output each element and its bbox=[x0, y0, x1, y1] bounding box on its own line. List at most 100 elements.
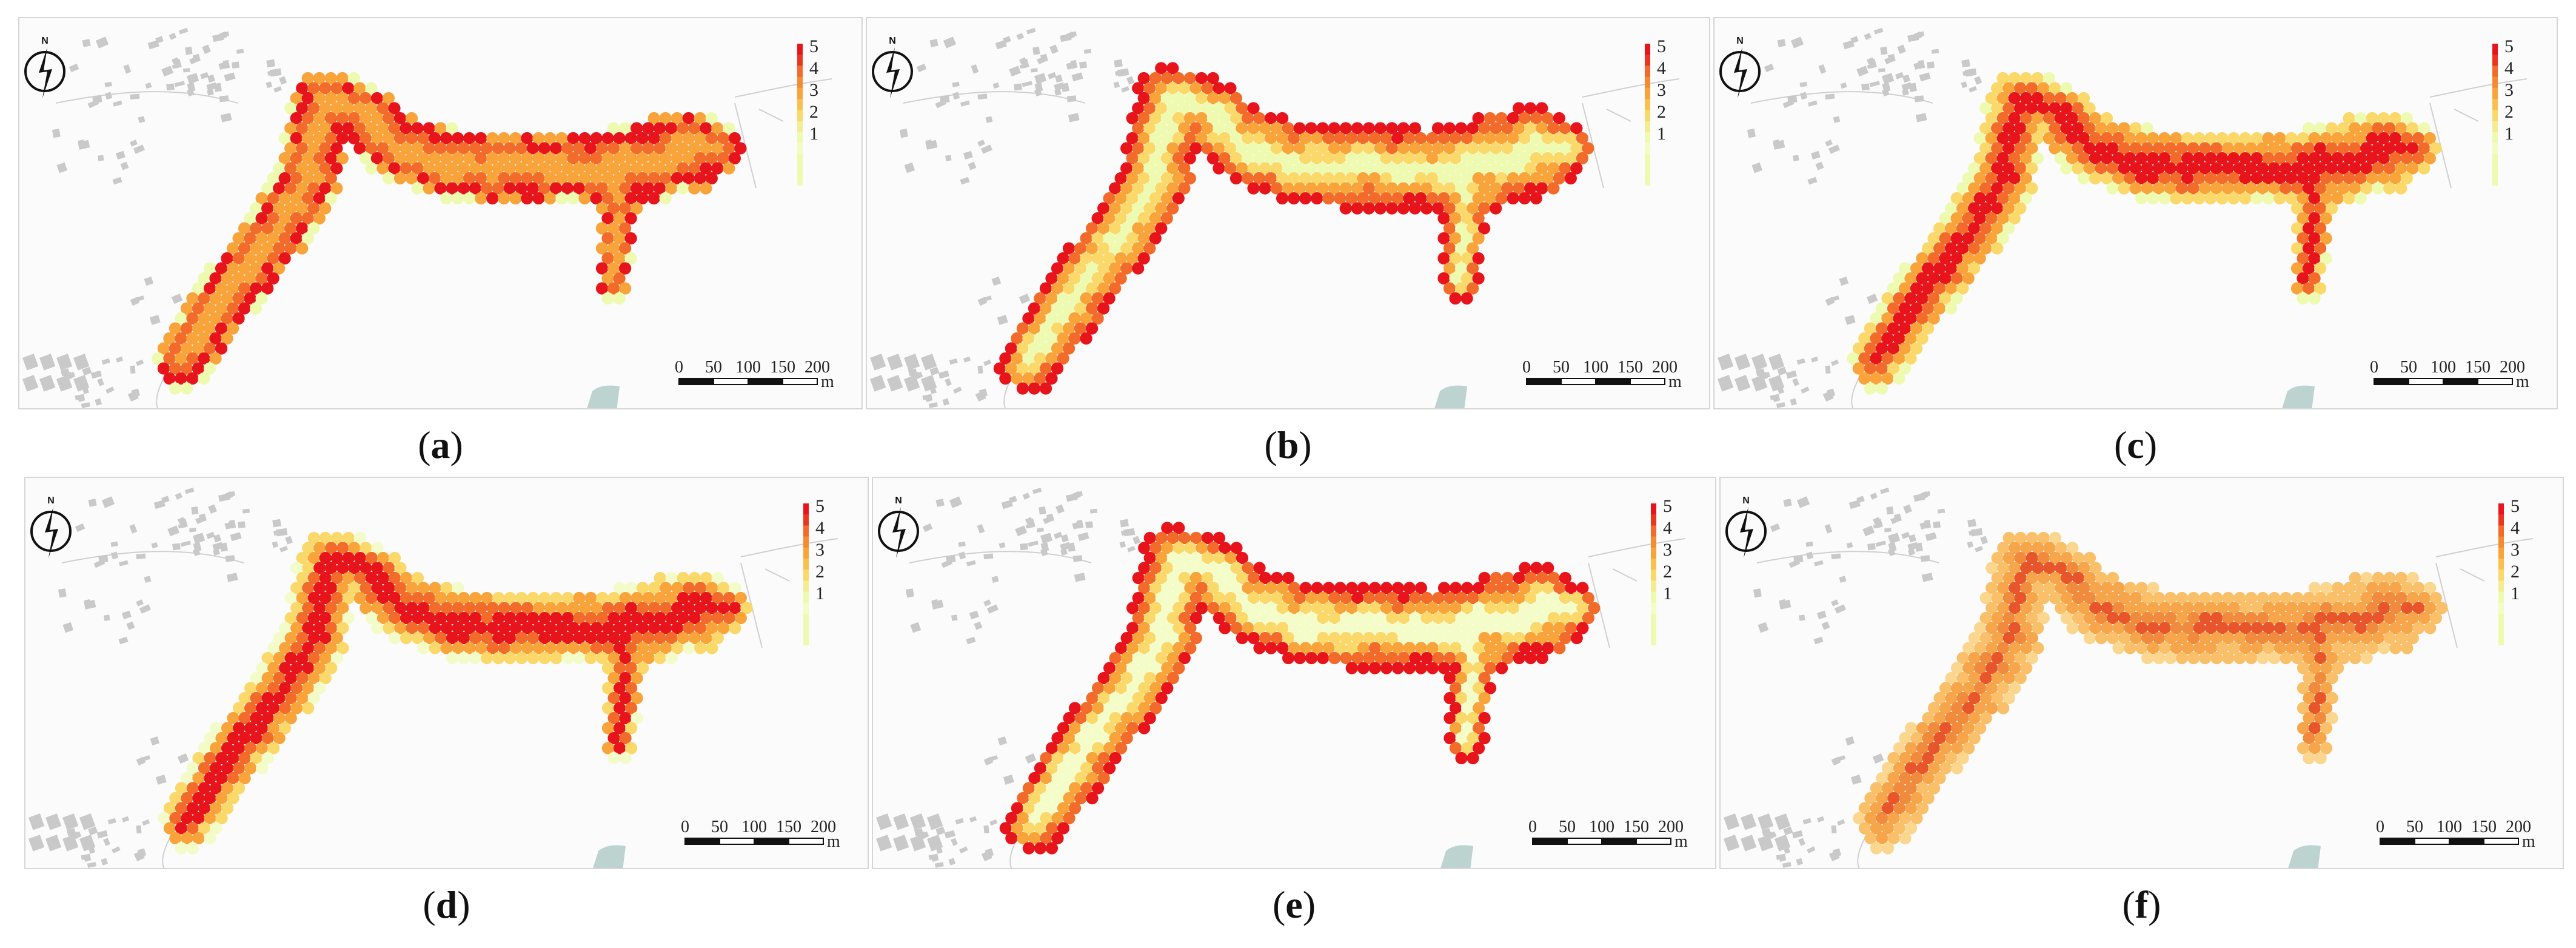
hex-cell bbox=[647, 112, 660, 125]
hex-cell bbox=[492, 142, 504, 155]
hex-cell bbox=[1160, 192, 1173, 205]
hex-cell bbox=[1173, 622, 1185, 634]
hex-cell bbox=[1109, 222, 1122, 235]
hex-cell bbox=[2233, 182, 2246, 195]
hex-cell bbox=[2204, 172, 2217, 185]
hex-cell bbox=[1443, 242, 1456, 255]
hex-cell bbox=[2297, 172, 2309, 185]
scale-tick-label: 0 bbox=[1522, 358, 1531, 377]
hex-cell bbox=[330, 182, 343, 195]
hex-cell bbox=[1224, 142, 1237, 155]
hex-cell bbox=[2210, 631, 2223, 645]
hex-cell bbox=[1858, 372, 1871, 385]
hex-cell bbox=[2175, 162, 2188, 175]
hex-cell bbox=[2170, 642, 2183, 654]
hex-cell bbox=[209, 312, 222, 325]
hex-cell bbox=[325, 642, 338, 654]
hex-cell bbox=[1956, 691, 1969, 705]
hex-cell bbox=[509, 602, 522, 614]
hex-cell bbox=[1449, 742, 1462, 755]
hex-cell bbox=[659, 132, 672, 145]
hex-cell bbox=[2176, 591, 2189, 605]
hex-cell bbox=[221, 802, 234, 815]
hex-cell bbox=[1541, 152, 1554, 165]
hex-cell bbox=[2014, 122, 2027, 135]
hex-cell bbox=[411, 611, 424, 625]
hex-cell bbox=[2256, 142, 2269, 155]
hex-cell bbox=[2199, 591, 2212, 605]
legend-label: 4 bbox=[1657, 58, 1666, 78]
hex-cell bbox=[198, 372, 210, 385]
hex-cell bbox=[1051, 812, 1064, 825]
hex-cell bbox=[1374, 202, 1387, 215]
hex-cell bbox=[1247, 571, 1260, 585]
hex-cell bbox=[209, 352, 222, 365]
hex-cell bbox=[2279, 142, 2292, 155]
hex-cell bbox=[307, 531, 320, 545]
hex-cell bbox=[1115, 682, 1128, 694]
hex-cell bbox=[2124, 622, 2136, 634]
hex-cell bbox=[2002, 102, 2015, 115]
legend-label: 1 bbox=[815, 583, 825, 603]
hex-cell bbox=[2233, 591, 2246, 605]
hex-cell bbox=[1501, 182, 1514, 195]
hex-cell bbox=[1334, 152, 1347, 165]
hex-cell bbox=[1045, 352, 1058, 365]
hex-cell bbox=[2026, 591, 2038, 605]
hex-cell bbox=[1974, 622, 1987, 634]
panel-caption: (e) bbox=[1272, 883, 1316, 926]
hex-cell bbox=[567, 172, 580, 185]
hex-cell bbox=[457, 142, 470, 155]
hex-cell bbox=[1068, 762, 1082, 775]
hex-cell bbox=[1253, 582, 1266, 594]
hex-cell bbox=[2378, 582, 2390, 594]
hex-cell bbox=[578, 622, 592, 634]
hex-cell bbox=[1270, 142, 1283, 155]
hex-cell bbox=[2383, 162, 2396, 175]
hex-cell bbox=[2031, 132, 2044, 145]
hex-cell bbox=[1454, 142, 1468, 155]
hex-cell bbox=[370, 92, 384, 105]
hex-cell bbox=[527, 591, 540, 605]
hex-cell bbox=[1986, 602, 1998, 614]
hex-cell bbox=[192, 342, 205, 355]
hex-cell bbox=[1016, 382, 1029, 395]
hex-cell bbox=[2360, 591, 2373, 605]
hex-cell bbox=[152, 352, 164, 365]
hex-cell bbox=[2019, 112, 2032, 125]
hex-cell bbox=[1403, 172, 1416, 185]
hex-cell bbox=[1091, 722, 1105, 735]
hex-cell bbox=[1455, 671, 1468, 685]
hex-cell bbox=[486, 172, 499, 185]
scale-unit: m bbox=[1668, 372, 1682, 391]
hex-cell bbox=[2412, 152, 2424, 165]
north-arrow-icon: N bbox=[30, 496, 72, 558]
hex-cell bbox=[423, 182, 435, 195]
hex-cell bbox=[1444, 731, 1456, 745]
hexbin-layer bbox=[158, 531, 753, 855]
hex-cell bbox=[515, 182, 527, 195]
hex-cell bbox=[2389, 152, 2401, 165]
hex-cell bbox=[319, 591, 332, 605]
hex-cell bbox=[2290, 142, 2304, 155]
hex-cell bbox=[180, 302, 193, 315]
hex-cell bbox=[313, 192, 326, 205]
hex-cell bbox=[1345, 192, 1358, 205]
hex-cell bbox=[2418, 162, 2430, 175]
hex-cell bbox=[688, 162, 701, 175]
hex-cell bbox=[544, 152, 557, 165]
hex-cell bbox=[1155, 611, 1168, 625]
hex-cell bbox=[2002, 182, 2015, 195]
legend-label: 5 bbox=[1657, 36, 1666, 56]
hex-cell bbox=[1189, 531, 1202, 545]
hex-cell bbox=[1391, 642, 1404, 654]
hex-cell bbox=[2239, 192, 2252, 205]
hex-cell bbox=[1991, 611, 2004, 625]
hex-cell bbox=[682, 152, 695, 165]
hex-cell bbox=[1870, 332, 1882, 345]
hex-cell bbox=[631, 691, 643, 705]
hex-cell bbox=[1559, 162, 1571, 175]
hex-cell bbox=[1155, 62, 1168, 75]
hex-cell bbox=[2204, 602, 2217, 614]
